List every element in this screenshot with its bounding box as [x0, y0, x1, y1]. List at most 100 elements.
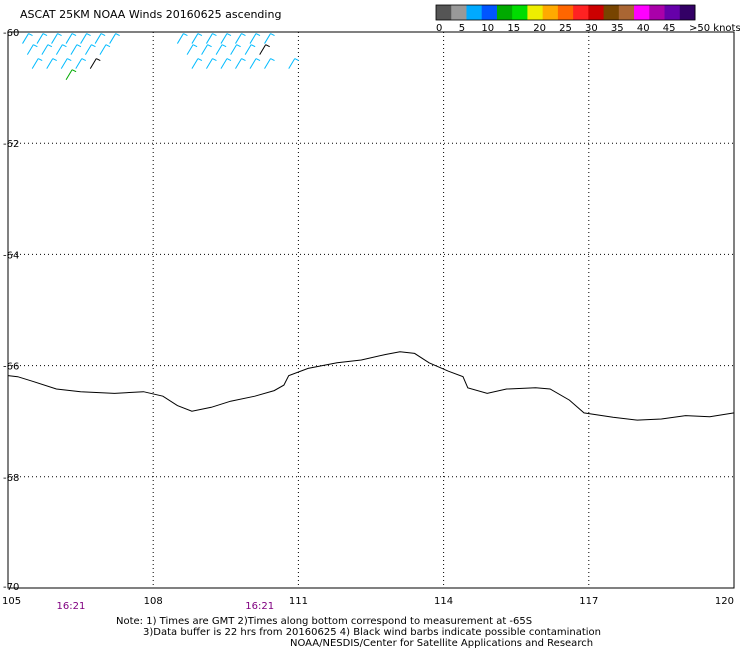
latitude-tick-label: -64	[3, 250, 19, 261]
longitude-labels: 105 108 111 114 117 120	[2, 596, 734, 607]
legend-swatch	[664, 5, 681, 20]
wind-barb-shaft	[230, 44, 238, 55]
wind-barb-flag	[76, 44, 82, 48]
map-title: ASCAT 25KM NOAA Winds 20160625 ascending	[20, 8, 281, 21]
wind-barb	[244, 44, 256, 55]
legend-tick-label: 45	[663, 23, 676, 34]
time-label: 16:21	[57, 601, 86, 612]
wind-barb-flag	[255, 33, 261, 37]
legend-swatch	[466, 5, 483, 20]
wind-barb-shaft	[55, 44, 63, 55]
wind-barb-flag	[115, 33, 120, 37]
wind-barb-flag	[221, 44, 227, 48]
wind-barb	[31, 58, 43, 69]
wind-barb	[85, 44, 96, 55]
legend-tick-label: 40	[637, 23, 650, 34]
time-label: 16:21	[245, 601, 274, 612]
legend-swatch	[512, 5, 528, 20]
legend-swatch	[618, 5, 635, 20]
wind-barb	[264, 58, 275, 69]
wind-barb	[206, 58, 217, 69]
legend-swatch	[649, 5, 666, 20]
wind-barb-flag	[212, 58, 217, 62]
wind-barb-flag	[197, 33, 203, 37]
wind-barb	[65, 33, 77, 44]
wind-barb	[230, 44, 241, 55]
legend-swatch	[603, 5, 620, 20]
wind-barb	[70, 44, 82, 55]
wind-barb-flag	[270, 58, 275, 62]
wind-barb-flag	[96, 58, 101, 62]
wind-barb-flag	[81, 58, 86, 62]
wind-barb-flag	[241, 58, 246, 62]
wind-barb-flag	[57, 33, 62, 37]
wind-barb	[215, 44, 227, 55]
wind-barb	[55, 44, 67, 55]
time-labels: 16:21 16:21	[57, 601, 275, 612]
wind-barb	[36, 33, 48, 44]
wind-barb-shaft	[46, 58, 54, 69]
legend-swatch	[634, 5, 650, 20]
wind-barb	[51, 33, 62, 44]
wind-barb-shaft	[235, 58, 242, 69]
wind-barb	[259, 44, 270, 55]
wind-barb-flag	[52, 58, 57, 62]
wind-speed-legend: 0 5 10 15 20 25 30 35 40 45 >50 knots	[435, 4, 740, 34]
wind-barb-flag	[226, 33, 232, 37]
wind-barb-flag	[71, 69, 77, 73]
wind-barb-flag	[86, 33, 91, 37]
wind-barb-flag	[62, 44, 67, 48]
wind-barb	[201, 44, 212, 55]
wind-barb-shaft	[191, 58, 199, 69]
wind-barb-shaft	[36, 33, 44, 44]
legend-tick-label: 5	[459, 23, 465, 34]
wind-barb	[22, 33, 33, 44]
wind-barb	[206, 33, 217, 44]
legend-border	[435, 4, 696, 21]
wind-barb-flag	[67, 58, 72, 62]
wind-barb	[264, 33, 275, 44]
legend-tick-label: >50 knots	[689, 23, 740, 34]
wind-barb	[75, 58, 86, 69]
legend-swatch	[481, 5, 498, 20]
note-line-3: NOAA/NESDIS/Center for Satellite Applica…	[290, 638, 594, 649]
wind-barb	[65, 69, 77, 80]
wind-barb	[176, 33, 188, 44]
longitude-tick-label: 117	[579, 596, 598, 607]
wind-barb-shaft	[51, 33, 58, 44]
longitude-tick-label: 108	[144, 596, 163, 607]
wind-barb-shaft	[259, 44, 267, 55]
wind-barb-flag	[294, 58, 299, 62]
wind-barb-shaft	[215, 44, 223, 55]
wind-barb-flag	[192, 44, 198, 48]
wind-barb-shaft	[235, 33, 242, 44]
latitude-tick-label: -62	[3, 139, 19, 150]
wind-barb-flag	[42, 33, 48, 37]
wind-barb	[220, 33, 232, 44]
wind-barb-flag	[265, 44, 270, 48]
wind-barb-flag	[226, 58, 232, 62]
wind-barb-shaft	[60, 58, 68, 69]
wind-barb-shaft	[85, 44, 92, 55]
wind-barb	[60, 58, 72, 69]
wind-barb-shaft	[249, 33, 257, 44]
wind-barb-flag	[241, 33, 246, 37]
wind-barb-shaft	[191, 33, 199, 44]
wind-barb	[249, 58, 261, 69]
wind-barb	[249, 33, 261, 44]
legend-swatch	[588, 5, 605, 20]
wind-barb-shaft	[206, 58, 213, 69]
legend-tick-label: 20	[533, 23, 546, 34]
wind-barb	[288, 58, 299, 69]
graticule	[8, 32, 734, 588]
legend-tick-label: 15	[507, 23, 520, 34]
wind-barb	[41, 44, 53, 55]
wind-barb-flag	[236, 44, 241, 48]
wind-barb-flag	[28, 33, 33, 37]
wind-barb-flag	[207, 44, 212, 48]
legend-swatch	[542, 5, 559, 20]
legend-swatch	[679, 5, 696, 20]
map-frame	[7, 31, 735, 589]
wind-barb-flag	[37, 58, 43, 62]
wind-barb	[191, 33, 203, 44]
